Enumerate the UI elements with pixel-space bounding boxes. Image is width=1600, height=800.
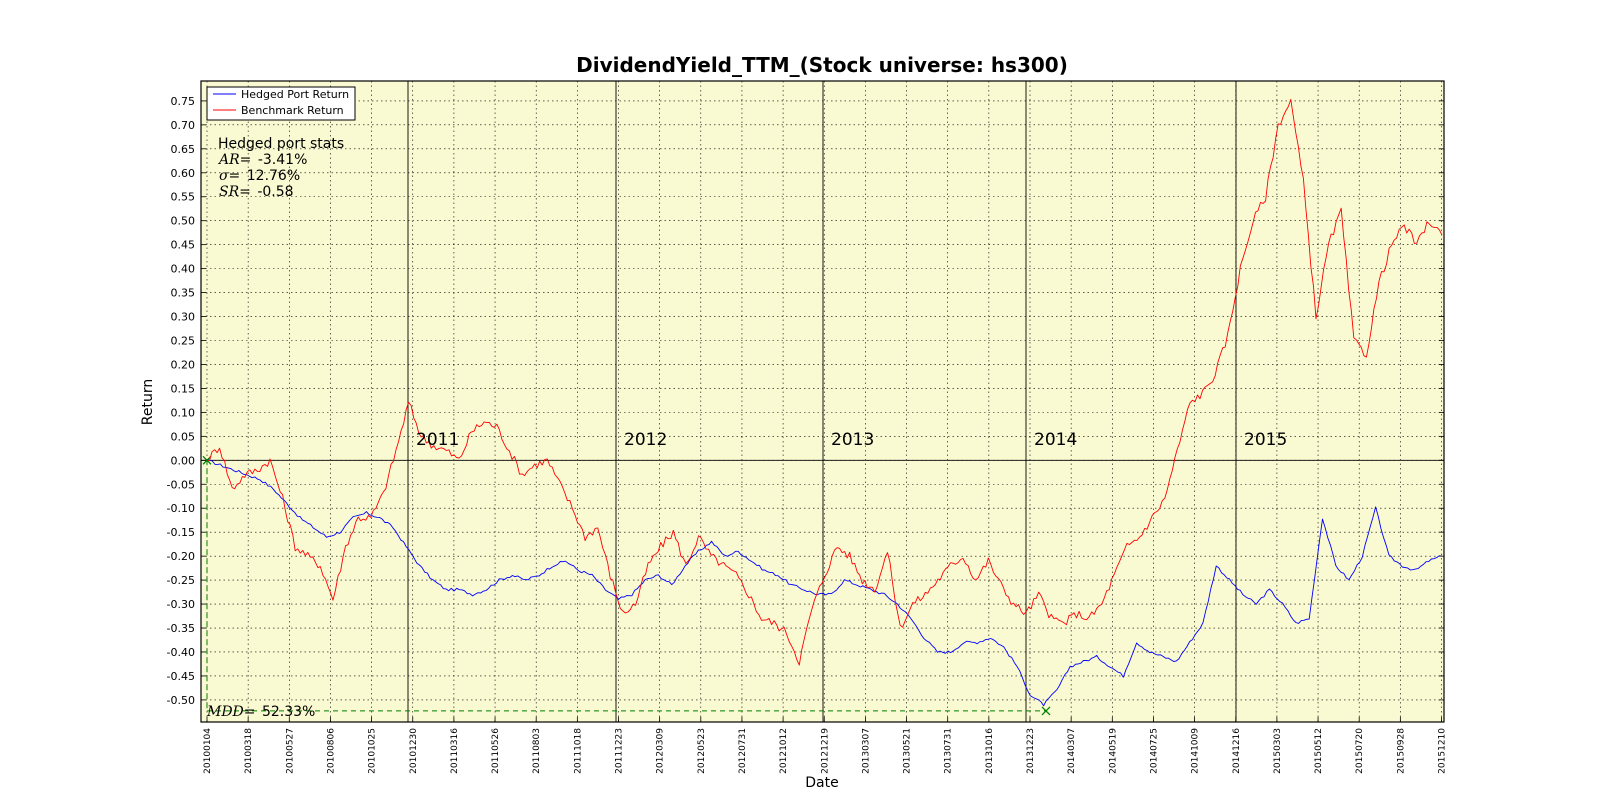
- stats-ar: AR= -3.41%: [217, 152, 307, 168]
- x-tick-label: 20140307: [1067, 728, 1077, 774]
- y-tick-label: 0.75: [171, 95, 196, 108]
- x-tick-label: 20110803: [532, 728, 542, 774]
- y-tick-label: -0.05: [167, 478, 195, 491]
- chart-title: DividendYield_TTM_(Stock universe: hs300…: [576, 53, 1068, 77]
- series-lines: [206, 98, 1443, 707]
- stats-sigma: σ= 12.76%: [219, 168, 300, 184]
- y-tick-label: 0.70: [171, 119, 196, 132]
- x-tick-label: 20100806: [326, 728, 336, 774]
- x-tick-label: 20120523: [697, 728, 707, 774]
- y-tick-label: 0.60: [171, 167, 196, 180]
- plot-area: [201, 81, 1444, 722]
- y-tick-label: 0.45: [171, 239, 196, 252]
- x-tick-label: 20141009: [1191, 728, 1201, 774]
- y-tick-label: 0.30: [171, 311, 196, 324]
- x-tick-label: 20130307: [861, 728, 871, 774]
- x-tick-label: 20100104: [203, 728, 213, 774]
- x-tick-label: 20120731: [738, 728, 748, 774]
- x-tick-label: 20130731: [944, 728, 954, 774]
- year-label-2014: 2014: [1034, 430, 1077, 450]
- y-tick-label: 0.05: [171, 430, 196, 443]
- x-axis-ticks: 20100104 20100318 20100527 20100806 20101025…: [203, 717, 1448, 774]
- x-tick-label: 20150303: [1273, 728, 1283, 774]
- y-tick-label: 0.00: [171, 454, 196, 467]
- x-tick-label: 20141216: [1232, 728, 1242, 774]
- legend-box: [206, 86, 356, 121]
- plot-frame: [200, 80, 1445, 723]
- x-tick-label: 20150512: [1314, 728, 1324, 774]
- y-tick-label: -0.50: [167, 694, 195, 707]
- y-tick-label: -0.30: [167, 598, 195, 611]
- y-tick-label: -0.20: [167, 550, 195, 563]
- y-tick-label: 0.35: [171, 287, 196, 300]
- y-tick-label: 0.40: [171, 263, 196, 276]
- x-tick-label: 20121012: [779, 728, 789, 774]
- mdd-annotation: MDD= 52.33%: [206, 704, 315, 720]
- hedged-port-return-line: [206, 459, 1443, 707]
- x-tick-label: 20100527: [285, 728, 295, 774]
- y-tick-label: 0.55: [171, 191, 196, 204]
- x-tick-label: 20151210: [1438, 728, 1448, 774]
- y-axis-ticks: 0.75 0.70 0.65 0.60 0.55 0.50 0.45 0.40 0.35 0.30…: [167, 95, 1444, 707]
- legend-label-hedged: Hedged Port Return: [241, 88, 349, 101]
- stats-heading: Hedged port stats: [218, 136, 344, 152]
- x-tick-label: 20100318: [244, 728, 254, 774]
- y-tick-label: -0.35: [167, 622, 195, 635]
- x-tick-label: 20140519: [1108, 728, 1118, 774]
- y-tick-label: 0.50: [171, 215, 196, 228]
- legend: Hedged Port Return Benchmark Return: [206, 86, 356, 121]
- y-tick-label: -0.10: [167, 502, 195, 515]
- stats-sr: SR= -0.58: [219, 184, 294, 200]
- x-tick-label: 20131016: [985, 728, 995, 774]
- y-tick-label: 0.20: [171, 358, 196, 371]
- x-tick-label: 20101230: [409, 728, 419, 774]
- x-tick-label: 20140725: [1149, 728, 1159, 774]
- y-tick-label: -0.45: [167, 670, 195, 683]
- y-tick-label: 0.25: [171, 335, 196, 348]
- x-tick-label: 20120309: [656, 728, 666, 774]
- x-axis-label: Date: [805, 775, 838, 791]
- y-tick-label: -0.15: [167, 526, 195, 539]
- year-dividers: [407, 81, 1237, 722]
- x-tick-label: 20111223: [615, 728, 625, 774]
- year-label-2015: 2015: [1244, 430, 1287, 450]
- y-tick-label: -0.40: [167, 646, 195, 659]
- x-tick-label: 20150720: [1355, 728, 1365, 774]
- y-tick-label: -0.25: [167, 574, 195, 587]
- x-tick-label: 20131223: [1026, 728, 1036, 774]
- y-axis-label: Return: [140, 379, 156, 425]
- y-tick-label: 0.15: [171, 382, 196, 395]
- x-tick-label: 20110316: [450, 728, 460, 774]
- x-tick-label: 20130521: [903, 728, 913, 774]
- legend-label-benchmark: Benchmark Return: [241, 104, 344, 117]
- mdd-trough-marker: [1041, 706, 1051, 716]
- stats-annotation: Hedged port stats AR= -3.41% σ= 12.76% S…: [217, 136, 344, 200]
- year-label-2011: 2011: [416, 430, 459, 450]
- x-tick-label: 20110526: [491, 728, 501, 774]
- y-tick-label: 0.10: [171, 406, 196, 419]
- year-label-2012: 2012: [624, 430, 667, 450]
- x-tick-label: 20121219: [820, 728, 830, 774]
- year-labels: 2011 2012 2013 2014 2015: [416, 430, 1287, 450]
- x-tick-label: 20101025: [368, 728, 378, 774]
- y-tick-label: 0.65: [171, 143, 196, 156]
- x-tick-label: 20150928: [1396, 728, 1406, 774]
- benchmark-return-line: [206, 98, 1443, 666]
- x-tick-label: 20111018: [573, 728, 583, 774]
- year-label-2013: 2013: [831, 430, 874, 450]
